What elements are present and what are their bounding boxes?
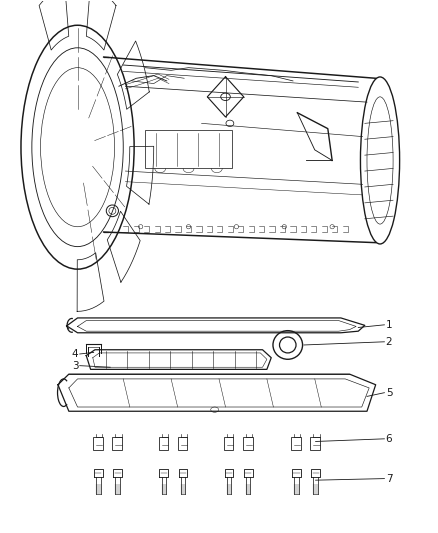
Text: 2: 2 — [386, 337, 392, 347]
Text: 7: 7 — [386, 474, 392, 483]
Text: 6: 6 — [386, 434, 392, 444]
Text: 4: 4 — [72, 349, 78, 359]
Text: 5: 5 — [386, 387, 392, 398]
Text: 3: 3 — [72, 361, 78, 370]
Text: 1: 1 — [386, 320, 392, 330]
